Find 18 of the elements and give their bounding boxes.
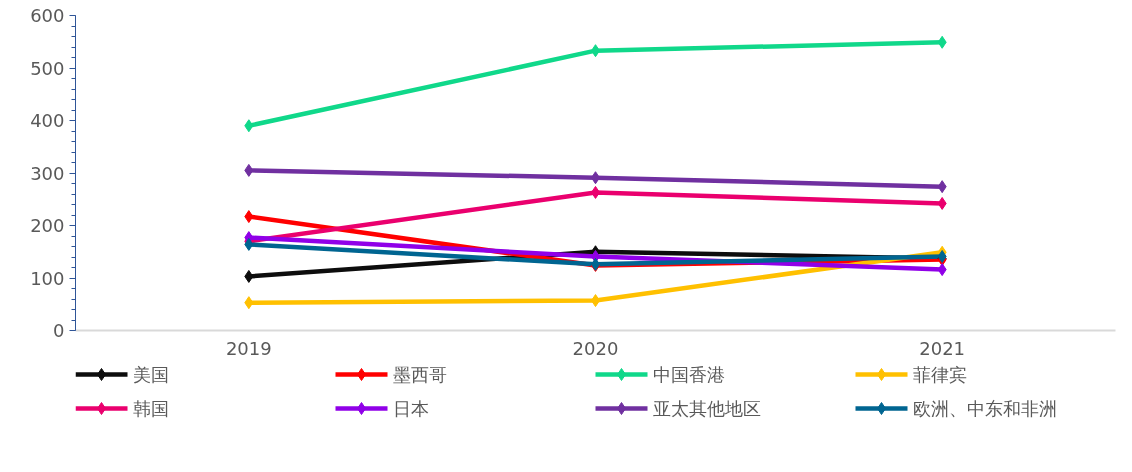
y-tick-label: 200 (30, 215, 65, 236)
y-tick-label: 500 (30, 57, 65, 79)
legend-label: 亚太其他地区 (652, 398, 761, 419)
y-tick-label: 300 (30, 162, 65, 184)
legend-label: 美国 (132, 364, 169, 385)
legend-label: 日本 (392, 398, 429, 419)
legend-label: 菲律宾 (912, 364, 967, 385)
legend-label: 墨西哥 (392, 364, 447, 385)
legend-label: 欧洲、中东和非洲 (912, 398, 1057, 419)
y-tick-label: 400 (30, 110, 65, 131)
x-tick-label: 2021 (919, 337, 966, 359)
x-tick-label: 2020 (572, 337, 619, 359)
y-tick-label: 600 (30, 5, 65, 26)
y-tick-label: 0 (53, 320, 65, 341)
legend-label: 韩国 (132, 398, 169, 419)
legend-label: 中国香港 (652, 364, 725, 385)
y-tick-label: 100 (30, 267, 65, 289)
x-tick-label: 2019 (225, 337, 272, 359)
